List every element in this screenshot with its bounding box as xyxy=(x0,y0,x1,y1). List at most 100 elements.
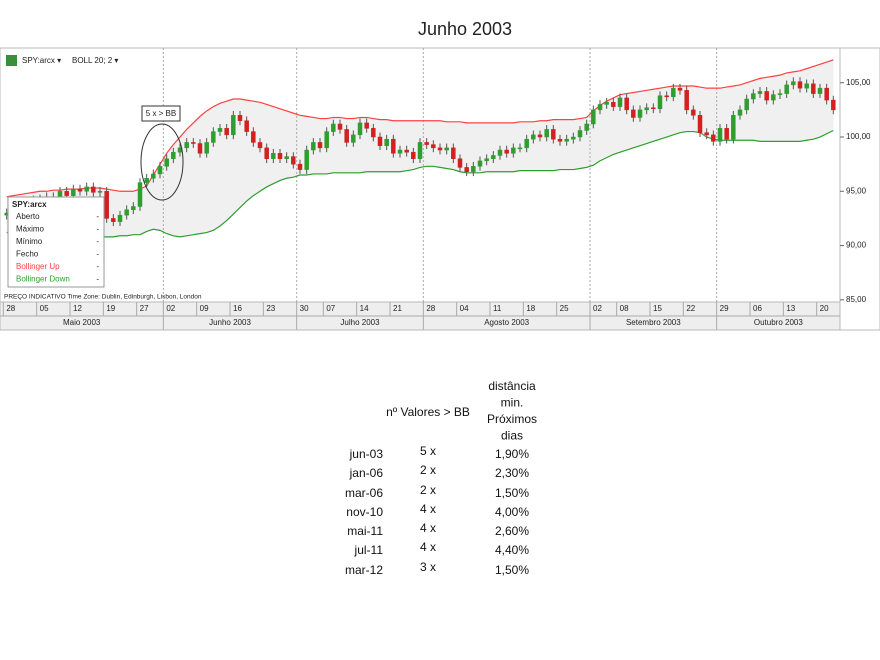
legend-entry: Bollinger Up xyxy=(16,262,60,271)
candle-body xyxy=(131,206,136,210)
legend-value: - xyxy=(96,250,99,259)
legend-label: Fecho xyxy=(16,250,39,259)
x-tick-label: 19 xyxy=(106,304,115,313)
annotation-box xyxy=(141,105,181,122)
candle-body xyxy=(257,142,263,149)
x-tick-label: 29 xyxy=(720,304,729,313)
candle-body xyxy=(517,147,523,150)
month-label: Setembro 2003 xyxy=(626,318,681,327)
candle-body xyxy=(91,186,96,193)
candle-body xyxy=(697,115,703,133)
candle-body xyxy=(364,122,369,129)
candle-body xyxy=(737,109,743,116)
table-cell: 3 x xyxy=(420,560,436,574)
footnote: PREÇO INDICATIVO Time Zone: Dublin, Edin… xyxy=(4,294,202,301)
x-tick-label: 15 xyxy=(653,304,662,313)
candle-body xyxy=(244,120,249,132)
bollinger-line xyxy=(6,59,834,198)
candle-body xyxy=(337,123,343,130)
plot xyxy=(4,48,836,302)
x-tick-label: 20 xyxy=(820,304,829,313)
x-tick-label: 28 xyxy=(426,304,435,313)
table-header: nº Valores > BB xyxy=(386,405,470,419)
table-cell: 1,50% xyxy=(495,563,529,577)
table-cell: jul-11 xyxy=(354,543,384,557)
candle-body xyxy=(791,81,796,86)
legend-value: - xyxy=(96,212,99,221)
table-cell: mar-06 xyxy=(345,486,383,500)
x-tick-label: 14 xyxy=(360,304,369,313)
candle-body xyxy=(457,158,463,168)
candle-body xyxy=(657,95,663,110)
x-tick-label: 04 xyxy=(460,304,469,313)
table-cell: 2,60% xyxy=(495,524,529,538)
x-tick-label: 07 xyxy=(326,304,335,313)
table-cell: 4,00% xyxy=(495,505,529,519)
candle-body xyxy=(724,128,729,140)
x-tick-label: 25 xyxy=(560,304,569,313)
candle-body xyxy=(631,109,636,118)
candle-body xyxy=(384,138,389,146)
table-cell: 4 x xyxy=(420,540,436,554)
candle-body xyxy=(751,93,756,100)
candle-body xyxy=(404,149,409,153)
annotation-text: 5 x > BB xyxy=(146,109,176,118)
table-cell: 2,30% xyxy=(495,466,529,480)
candle-body xyxy=(211,131,216,143)
x-tick-label: 30 xyxy=(300,304,309,313)
candle-body xyxy=(704,132,709,136)
candle-body xyxy=(231,115,236,136)
candle-body xyxy=(277,153,283,159)
candle-body xyxy=(464,167,469,172)
annotation-ellipse xyxy=(140,123,184,201)
x-tick-label: 22 xyxy=(686,304,695,313)
candle-body xyxy=(584,123,589,131)
candle-body xyxy=(64,191,69,196)
candle-body xyxy=(311,142,316,151)
candle-body xyxy=(651,107,656,110)
candle-body xyxy=(124,209,129,216)
candle-body xyxy=(684,90,689,111)
legend-value: - xyxy=(96,237,99,246)
y-tick-label: 105,00 xyxy=(846,78,871,87)
candle-body xyxy=(151,173,156,179)
candle-body xyxy=(71,188,76,196)
candle-body xyxy=(224,128,229,136)
table-cell: 2 x xyxy=(420,483,436,497)
candle-body xyxy=(484,158,489,162)
candle-body xyxy=(137,182,143,207)
table-cell: 4 x xyxy=(420,521,436,535)
x-tick-label: 28 xyxy=(6,304,15,313)
legend-value: - xyxy=(96,262,99,271)
candle-body xyxy=(824,87,829,101)
toolbar-symbol: SPY:arcx ▾ xyxy=(22,56,61,65)
legend-value: - xyxy=(96,225,99,234)
candle-body xyxy=(624,97,629,111)
candle-body xyxy=(644,107,649,111)
candle-body xyxy=(604,102,609,105)
y-tick-label: 100,00 xyxy=(846,132,871,141)
candle-body xyxy=(811,83,816,94)
x-tick-label: 21 xyxy=(393,304,402,313)
candle-body xyxy=(564,138,569,142)
candle-body xyxy=(184,142,189,149)
legend-label: Mínimo xyxy=(16,237,43,246)
candle-body xyxy=(217,128,223,132)
x-tick-label: 27 xyxy=(140,304,149,313)
candle-body xyxy=(284,156,289,159)
x-tick-label: 13 xyxy=(786,304,795,313)
candle-body xyxy=(797,81,803,89)
candle-body xyxy=(204,142,209,154)
candle-body xyxy=(397,149,403,154)
table-cell: mar-12 xyxy=(345,563,383,577)
candle-body xyxy=(711,134,716,142)
candle-body xyxy=(357,122,363,136)
candle-body xyxy=(197,143,203,154)
table-cell: 1,50% xyxy=(495,486,529,500)
toolbar-indicator: BOLL 20; 2 ▾ xyxy=(72,56,118,65)
candle-body xyxy=(297,163,303,170)
candle-body xyxy=(804,83,809,89)
candle-body xyxy=(417,142,423,159)
candle-body xyxy=(611,102,616,107)
candle-body xyxy=(591,109,596,125)
